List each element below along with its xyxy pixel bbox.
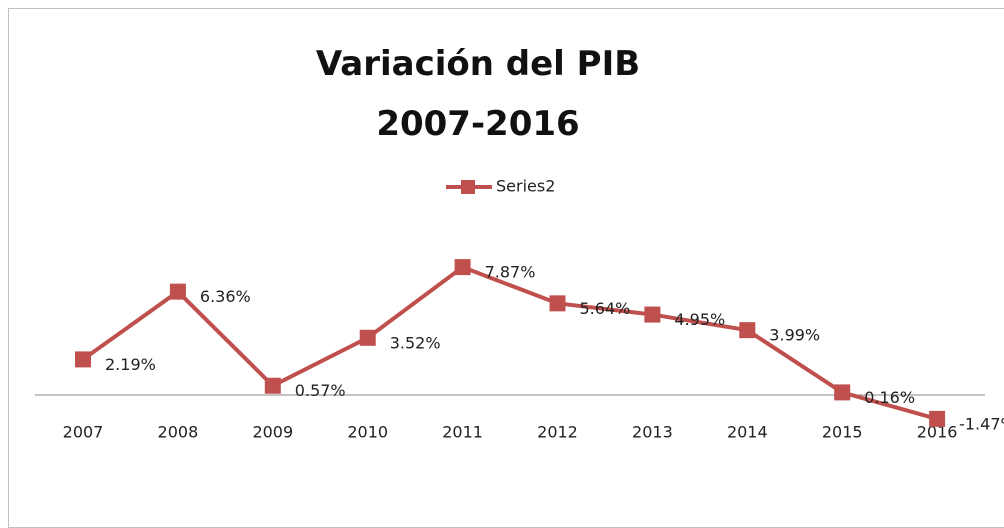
data-label: 0.16% xyxy=(864,388,915,407)
point-marker xyxy=(929,410,946,427)
data-label: 3.99% xyxy=(769,326,820,345)
x-tick-label: 2016 xyxy=(917,423,958,442)
point-marker xyxy=(644,306,661,323)
point-marker xyxy=(169,283,186,300)
data-label: 4.95% xyxy=(674,310,725,329)
point-marker xyxy=(264,377,281,394)
x-tick-label: 2009 xyxy=(252,423,293,442)
x-tick-label: 2011 xyxy=(442,423,483,442)
x-tick-label: 2014 xyxy=(727,423,768,442)
data-label: 5.64% xyxy=(580,299,631,318)
data-label: 2.19% xyxy=(105,355,156,374)
data-label: 7.87% xyxy=(485,263,536,282)
x-tick-label: 2013 xyxy=(632,423,673,442)
point-marker xyxy=(359,329,376,346)
data-label: 0.57% xyxy=(295,381,346,400)
legend-marker xyxy=(461,180,475,194)
x-tick-label: 2010 xyxy=(347,423,388,442)
x-tick-label: 2008 xyxy=(158,423,199,442)
data-label: -1.47% xyxy=(959,414,1004,433)
chart: Variación del PIB 2007-2016 2007 2008 2009… xyxy=(8,8,1004,528)
point-marker xyxy=(834,384,851,401)
x-tick-label: 2015 xyxy=(822,423,863,442)
data-label: 3.52% xyxy=(390,333,441,352)
point-marker xyxy=(75,351,91,368)
point-marker xyxy=(739,322,756,339)
point-marker xyxy=(549,295,566,312)
series-line xyxy=(81,264,938,421)
plot: 2007 2008 2009 2010 2011 2012 2013 2014 2015 2016… xyxy=(35,177,1004,442)
legend-label: Series2 xyxy=(496,177,555,196)
x-tick-label: 2012 xyxy=(537,423,578,442)
point-marker xyxy=(454,259,471,276)
chart-title: Variación del PIB 2007-2016 xyxy=(315,44,641,144)
data-label: 6.36% xyxy=(200,287,251,306)
x-tick-label: 2007 xyxy=(63,423,104,442)
